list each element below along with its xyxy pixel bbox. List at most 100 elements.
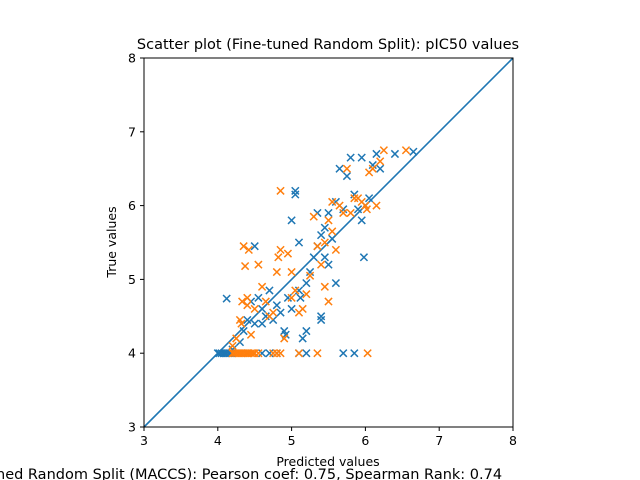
x-tick-label: 5: [288, 433, 296, 448]
scatter-point: [237, 319, 246, 328]
scatter-point: [376, 164, 385, 173]
scatter-point: [350, 194, 359, 203]
scatter-point: [363, 349, 372, 358]
scatter-point: [309, 212, 318, 221]
scatter-point: [390, 149, 400, 159]
x-axis-ticks: 3 4 5 6 7 8: [140, 427, 517, 448]
scatter-point: [269, 308, 278, 317]
scatter-point: [368, 160, 377, 170]
scatter-point: [342, 164, 352, 173]
series-layer: [213, 146, 418, 358]
scatter-point: [376, 157, 385, 166]
scatter-point: [239, 326, 248, 336]
scatter-point: [213, 349, 222, 358]
scatter-point: [261, 297, 270, 306]
x-tick-label: 3: [140, 433, 148, 448]
scatter-point: [328, 197, 337, 207]
scatter-point: [228, 349, 237, 358]
scatter-point: [324, 297, 333, 306]
y-tick-label: 3: [128, 420, 136, 435]
scatter-point: [335, 164, 344, 173]
scatter-point: [274, 253, 283, 262]
scatter-point: [316, 315, 326, 325]
axes-border: [143, 57, 514, 428]
series-2: [228, 146, 411, 358]
x-axis-label: Predicted values: [276, 454, 379, 469]
x-tick-label: 8: [509, 433, 517, 448]
scatter-point: [305, 267, 315, 277]
scatter-point: [339, 208, 348, 218]
scatter-point: [346, 208, 355, 218]
scatter-point: [331, 245, 341, 255]
scatter-point: [243, 349, 252, 358]
scatter-point: [316, 260, 326, 269]
x-tick-label: 7: [435, 433, 443, 448]
scatter-point: [294, 238, 304, 247]
chart-title: Scatter plot (Fine-tuned Random Split): …: [137, 37, 519, 53]
scatter-point: [272, 301, 281, 310]
scatter-point: [359, 253, 369, 262]
scatter-point: [238, 297, 247, 306]
y-tick-label: 7: [128, 124, 136, 139]
scatter-point: [287, 293, 296, 302]
scatter-point: [324, 208, 333, 218]
scatter-point: [257, 349, 267, 358]
scatter-point: [261, 312, 270, 321]
scatter-point: [232, 334, 241, 343]
scatter-point: [287, 267, 296, 277]
y-tick-label: 8: [128, 51, 136, 66]
y-tick-label: 6: [128, 198, 136, 213]
scatter-point: [320, 238, 329, 247]
scatter-point: [328, 227, 337, 236]
scatter-point: [353, 205, 363, 214]
scatter-point: [250, 319, 259, 328]
scatter-point: [357, 216, 366, 225]
scatter-point: [287, 304, 296, 314]
scatter-point: [243, 301, 252, 310]
scatter-point: [291, 186, 300, 195]
scatter-point: [287, 216, 296, 225]
scatter-point: [272, 267, 281, 277]
scatter-point: [221, 349, 230, 358]
scatter-point: [350, 349, 359, 358]
scatter-point: [302, 326, 311, 336]
scatter-point: [320, 223, 329, 232]
scatter-point: [276, 186, 285, 195]
scatter-point: [368, 164, 377, 173]
scatter-point: [291, 190, 300, 199]
scatter-point: [305, 271, 315, 280]
scatter-point: [291, 286, 300, 295]
scatter-point: [294, 349, 304, 358]
scatter-point: [254, 293, 263, 302]
scatter-point: [250, 304, 259, 314]
scatter-point: [309, 253, 318, 262]
scatter-point: [298, 334, 307, 343]
scatter-point: [240, 261, 250, 271]
scatter-point: [250, 349, 259, 358]
scatter-point: [331, 278, 341, 288]
scatter-point: [296, 293, 305, 302]
scatter-point: [302, 278, 311, 288]
scatter-point: [254, 260, 263, 269]
scatter-point: [372, 201, 381, 210]
scatter-point: [228, 341, 237, 350]
scatter-point: [313, 349, 322, 358]
scatter-point: [401, 146, 411, 155]
scatter-point: [342, 171, 352, 181]
scatter-point: [243, 293, 252, 302]
x-tick-label: 6: [361, 433, 369, 448]
scatter-point: [324, 260, 333, 269]
scatter-point: [320, 282, 329, 291]
scatter-point: [409, 147, 418, 156]
identity-line: [143, 57, 514, 428]
y-axis-ticks: 3 4 5 6 7 8: [128, 51, 144, 435]
scatter-point: [276, 349, 285, 358]
scatter-point: [276, 245, 285, 255]
scatter-point: [250, 242, 259, 251]
scatter-point: [280, 334, 289, 343]
scatter-point: [272, 349, 281, 358]
scatter-point: [335, 201, 344, 210]
scatter-point: [265, 349, 274, 358]
y-tick-label: 4: [128, 346, 136, 361]
